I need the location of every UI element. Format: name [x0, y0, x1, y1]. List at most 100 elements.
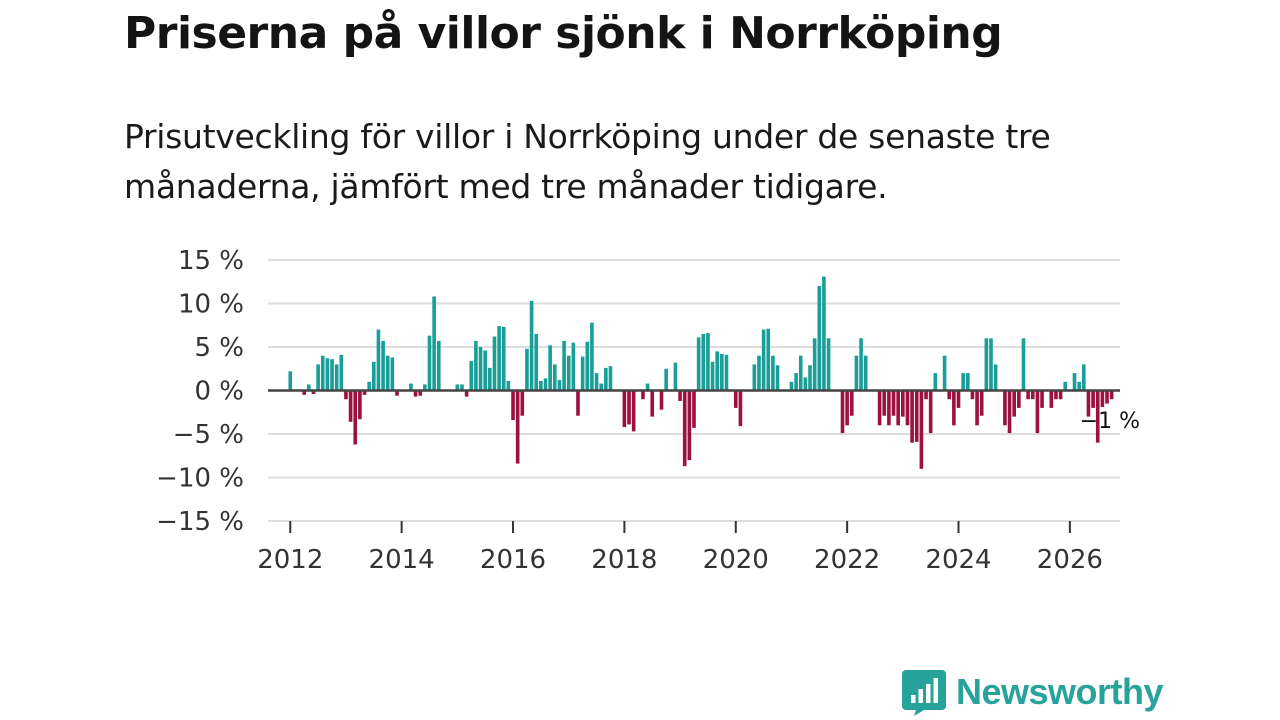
brand-logo: Newsworthy	[902, 668, 1164, 716]
bar	[1100, 390, 1105, 408]
bar	[817, 286, 822, 391]
bar	[385, 355, 390, 391]
bar	[993, 364, 998, 391]
bar	[882, 390, 887, 416]
bar	[1072, 373, 1077, 391]
bar	[1058, 390, 1063, 400]
bar	[928, 390, 933, 434]
bar	[845, 390, 849, 426]
bar	[580, 356, 585, 391]
bar	[789, 381, 794, 391]
bar	[645, 383, 650, 391]
bar	[543, 378, 548, 391]
bar	[942, 355, 947, 391]
bar	[358, 390, 362, 420]
bar	[970, 390, 975, 400]
bar	[822, 276, 826, 391]
bar	[436, 340, 441, 391]
brand-name: Newsworthy	[956, 671, 1164, 712]
bar	[515, 390, 520, 464]
bar	[330, 359, 334, 391]
bar	[687, 390, 692, 461]
bar	[650, 390, 655, 417]
bar	[947, 390, 952, 400]
x-tick-label: 2024	[925, 545, 991, 575]
bar	[552, 364, 557, 391]
bar	[771, 355, 775, 391]
y-tick-label: −15 %	[156, 507, 244, 537]
bar	[520, 390, 525, 416]
bar	[887, 390, 891, 426]
bar	[469, 360, 474, 391]
bar	[604, 367, 608, 391]
bar	[423, 384, 427, 391]
bar	[724, 354, 729, 391]
bar	[877, 390, 882, 426]
bar	[919, 390, 924, 469]
bar	[608, 366, 613, 391]
bar	[311, 390, 316, 394]
chart-title: Priserna på villor sjönk i Norrköping	[124, 8, 1003, 59]
bar	[413, 390, 418, 397]
bar	[348, 390, 353, 422]
bar	[409, 383, 413, 391]
bar	[914, 390, 919, 442]
bar	[353, 390, 358, 445]
bar	[371, 361, 376, 391]
bar	[849, 390, 854, 416]
bar	[1007, 390, 1012, 434]
bar	[302, 390, 307, 395]
bar	[1026, 390, 1030, 400]
bar	[808, 365, 812, 391]
bar	[738, 390, 743, 427]
bar	[673, 362, 678, 391]
bar	[1040, 390, 1044, 408]
y-tick-label: 5 %	[194, 333, 244, 363]
bar	[362, 390, 367, 395]
bar	[710, 361, 715, 391]
bar	[757, 355, 761, 391]
bar	[594, 373, 599, 391]
x-tick-label: 2014	[369, 545, 435, 575]
bar	[933, 373, 938, 391]
bar	[696, 337, 701, 391]
bar	[659, 390, 664, 410]
bar	[548, 345, 552, 391]
bar	[1054, 390, 1058, 400]
y-tick-label: 15 %	[178, 246, 244, 276]
bar	[339, 354, 344, 391]
bar	[478, 347, 483, 391]
bar	[794, 373, 798, 391]
bar	[682, 390, 687, 467]
bar	[631, 390, 636, 432]
newsworthy-logo-icon	[902, 670, 946, 716]
bar	[501, 326, 506, 391]
bar	[1063, 381, 1068, 391]
bar	[1086, 390, 1091, 417]
bar	[316, 364, 320, 391]
bar	[1081, 364, 1086, 391]
bar	[334, 364, 339, 391]
bar	[678, 390, 682, 401]
x-tick-label: 2016	[480, 545, 546, 575]
bar	[859, 338, 863, 391]
bar	[418, 390, 423, 396]
bar	[599, 383, 603, 391]
x-tick-label: 2020	[703, 545, 769, 575]
bar	[511, 390, 515, 421]
bar	[474, 340, 478, 391]
bar	[840, 390, 845, 434]
bar	[752, 364, 757, 391]
bar	[376, 329, 381, 391]
bar	[1077, 381, 1081, 391]
x-tick-label: 2022	[814, 545, 880, 575]
bar	[905, 390, 910, 426]
bar	[427, 335, 432, 391]
bar	[720, 353, 724, 391]
bar	[585, 341, 590, 391]
bar	[497, 326, 501, 391]
bar	[952, 390, 956, 426]
bar	[534, 333, 539, 391]
bar	[715, 351, 720, 391]
